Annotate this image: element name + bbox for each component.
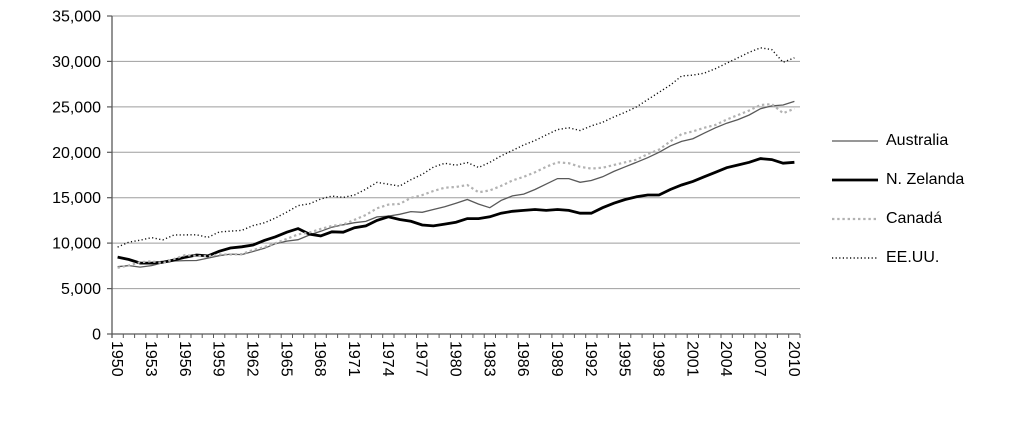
x-axis-label: 1971 [345,341,362,377]
x-axis-label: 1983 [480,341,497,377]
chart-legend: Australia N. Zelanda Canadá EE.UU. [832,129,964,285]
y-axis-label: 25,000 [52,99,101,116]
x-axis-label: 1977 [413,341,430,377]
series-line-n-zelanda [117,157,795,265]
series-line-australia [117,100,795,268]
x-axis-label: 1950 [108,341,125,377]
x-axis-label: 1968 [311,341,328,377]
x-axis-label: 1995 [616,341,633,377]
series-line-ee-uu [117,47,795,248]
y-axis-label: 20,000 [52,145,101,162]
y-axis-label: 5,000 [61,281,101,298]
y-axis-label: 35,000 [52,9,101,26]
legend-swatch-n-zelanda-line [832,178,878,182]
y-axis-label: 15,000 [52,190,101,207]
x-axis-label: 1986 [514,341,531,377]
legend-swatch-canada-line [832,217,878,221]
legend-item-ee-uu: EE.UU. [832,246,964,270]
x-axis-label: 2010 [785,341,802,377]
x-axis-label: 2007 [751,341,768,377]
series-line-canada [117,102,795,269]
x-axis-label: 1974 [379,341,396,377]
x-axis-label: 1959 [210,341,227,377]
y-axis-label: 10,000 [52,236,101,253]
x-axis-label: 1956 [176,341,193,377]
legend-label: EE.UU. [886,249,940,266]
legend-label: Australia [886,132,949,149]
x-axis-label: 1953 [142,341,159,377]
legend-item-n-zelanda: N. Zelanda [832,168,964,192]
x-axis-label: 2001 [683,341,700,377]
x-axis-label: 1989 [548,341,565,377]
x-axis-label: 1980 [447,341,464,377]
x-axis-label: 2004 [717,341,734,377]
legend-item-australia: Australia [832,129,964,153]
x-axis-label: 1998 [650,341,667,377]
x-axis-label: 1992 [582,341,599,377]
y-axis-label: 30,000 [52,54,101,71]
legend-label: Canadá [886,210,943,227]
y-axis-label: 0 [92,327,101,344]
x-axis-label: 1965 [277,341,294,377]
legend-swatch-ee-uu-line [832,257,878,259]
legend-swatch-australia-line [832,140,878,142]
legend-item-canada: Canadá [832,207,964,231]
x-axis-label: 1962 [244,341,261,377]
legend-label: N. Zelanda [886,171,965,188]
